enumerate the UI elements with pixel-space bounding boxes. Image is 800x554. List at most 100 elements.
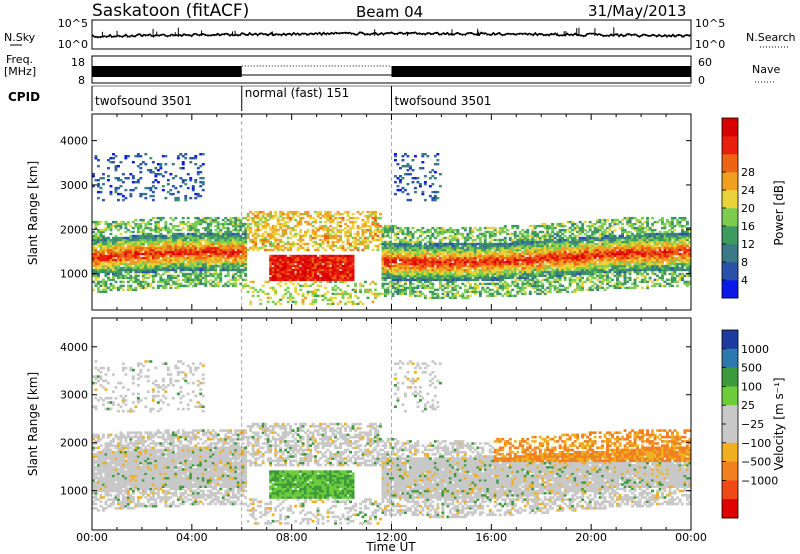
power-cell: [204, 256, 208, 260]
power-cell: [181, 284, 185, 288]
power-cell: [381, 268, 385, 272]
power-cell: [329, 260, 332, 264]
power-cell: [304, 256, 307, 260]
power-cell: [541, 278, 545, 282]
power-cell: [206, 280, 210, 284]
power-cell: [341, 276, 345, 280]
power-cell: [421, 167, 425, 170]
power-cell: [276, 232, 280, 236]
power-cell: [431, 183, 435, 186]
power-cell: [201, 177, 205, 180]
power-cell: [206, 246, 210, 250]
power-cell: [221, 250, 225, 254]
power-cell: [296, 266, 300, 270]
power-cell: [119, 256, 123, 260]
power-cell: [286, 300, 290, 304]
power-cell: [334, 270, 337, 274]
power-cell: [503, 268, 507, 272]
power-cell: [136, 248, 140, 252]
power-cell: [184, 276, 188, 280]
power-cell: [92, 185, 95, 188]
power-cell: [171, 256, 175, 260]
power-cell: [426, 274, 430, 278]
power-cell: [234, 272, 238, 276]
power-cell: [181, 278, 185, 282]
power-cell: [131, 252, 135, 256]
power-cell: [521, 254, 525, 258]
power-cell: [476, 268, 480, 272]
power-cell: [194, 246, 198, 250]
power-cell: [99, 230, 103, 234]
power-cell: [379, 230, 382, 234]
power-cell: [121, 246, 125, 250]
power-cell: [423, 280, 427, 284]
power-cell: [463, 260, 467, 264]
power-cell: [346, 254, 350, 258]
power-cell: [523, 236, 527, 240]
power-cell: [134, 252, 138, 256]
power-cell: [324, 238, 327, 242]
power-cell: [483, 242, 487, 246]
power-cell: [171, 185, 175, 188]
power-cell: [219, 254, 223, 258]
power-cell: [154, 252, 158, 256]
power-cell: [516, 258, 520, 262]
power-cell: [191, 236, 195, 240]
power-cell: [244, 230, 248, 234]
power-cell: [241, 246, 245, 250]
power-cell: [458, 254, 462, 258]
power-cell: [501, 294, 505, 298]
power-cell: [156, 284, 160, 288]
power-cell: [384, 240, 387, 244]
power-cell: [117, 177, 120, 180]
power-cell: [301, 260, 305, 264]
power-cell: [414, 240, 417, 244]
power-cell: [394, 232, 397, 236]
power-cell: [468, 278, 472, 282]
power-cell: [433, 230, 437, 234]
power-cell: [426, 276, 430, 280]
power-cell: [453, 260, 457, 264]
power-cell: [329, 302, 332, 306]
power-cell: [336, 234, 340, 238]
power-cell: [468, 290, 472, 294]
power-cell: [161, 240, 165, 244]
power-cell: [428, 278, 432, 282]
power-cell: [468, 282, 472, 286]
power-cell: [97, 222, 100, 226]
power-cell: [254, 242, 258, 246]
power-cell: [386, 286, 390, 290]
power-cell: [301, 264, 305, 268]
power-cell: [184, 157, 188, 160]
power-cell: [102, 260, 105, 264]
power-cell: [239, 224, 243, 228]
power-cell: [204, 234, 208, 238]
power-cell: [236, 218, 240, 222]
power-cell: [171, 163, 175, 166]
power-cell: [301, 254, 305, 258]
power-cell: [134, 286, 138, 290]
power-cell: [256, 294, 260, 298]
power-cell: [476, 272, 480, 276]
power-cell: [281, 262, 285, 266]
noise-right-tick-bottom: 10^0: [695, 38, 725, 51]
power-cell: [107, 238, 110, 242]
power-cell: [384, 230, 387, 234]
power-cell: [221, 268, 225, 272]
power-cell: [92, 220, 95, 224]
power-cell: [136, 240, 140, 244]
power-cell: [354, 288, 357, 292]
power-cell: [314, 276, 317, 280]
power-cell: [161, 262, 165, 266]
power-cell: [311, 256, 315, 260]
power-cell: [139, 258, 143, 262]
power-cell: [119, 284, 123, 288]
power-cell: [476, 264, 480, 268]
power-cell: [114, 224, 118, 228]
power-cell: [329, 280, 332, 284]
power-cell: [174, 262, 178, 266]
power-cell: [196, 246, 200, 250]
power-cell: [281, 256, 285, 260]
power-cell: [174, 224, 178, 228]
power-cell: [406, 260, 410, 264]
